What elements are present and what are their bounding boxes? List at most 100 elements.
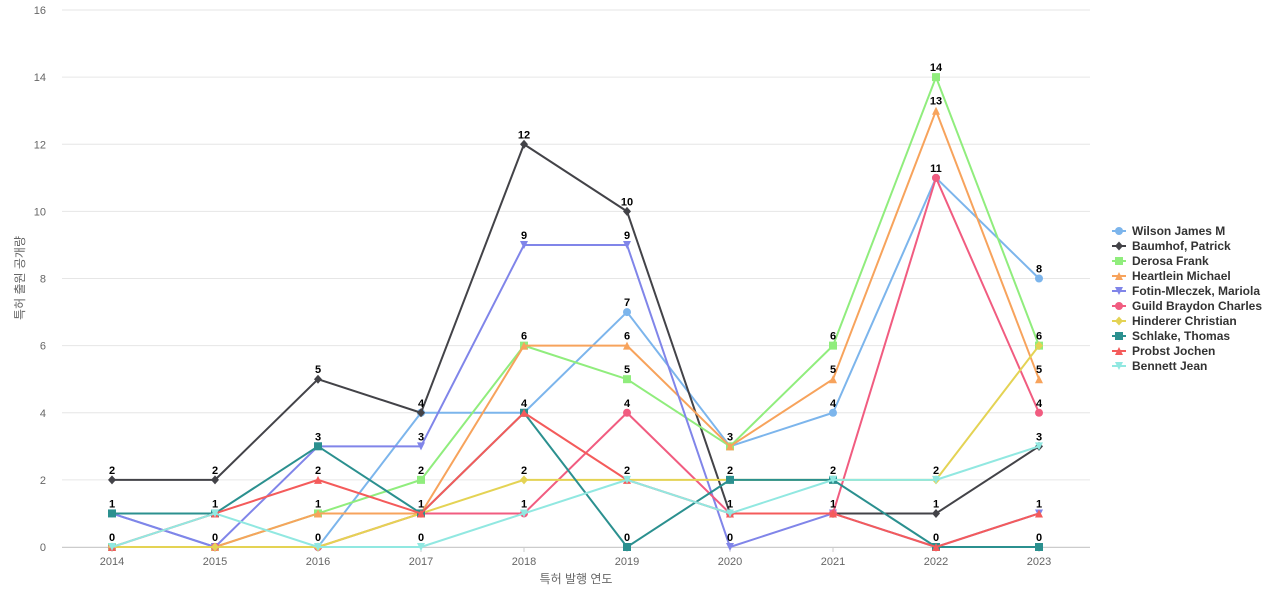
legend-item[interactable]: Guild Braydon Charles — [1112, 299, 1262, 313]
legend-item[interactable]: Fotin-Mleczek, Mariola — [1112, 284, 1260, 298]
series-line[interactable] — [111, 411, 1040, 548]
data-point[interactable] — [623, 543, 631, 551]
data-point[interactable] — [417, 543, 425, 551]
legend-item[interactable]: Heartlein Michael — [1112, 269, 1231, 283]
data-label: 6 — [830, 331, 836, 343]
data-label: 0 — [315, 532, 321, 544]
data-point[interactable] — [314, 475, 322, 484]
data-point[interactable] — [726, 543, 734, 551]
legend-item[interactable]: Wilson James M — [1112, 224, 1225, 238]
data-point[interactable] — [417, 442, 425, 451]
data-point[interactable] — [623, 240, 631, 249]
data-point[interactable] — [829, 375, 837, 384]
data-label: 2 — [830, 465, 836, 477]
series-heartlein-michael[interactable] — [108, 106, 1043, 551]
y-tick-label: 14 — [34, 72, 46, 84]
data-label: 1 — [933, 498, 939, 510]
legend-marker — [1115, 302, 1123, 310]
data-label: 14 — [930, 62, 943, 74]
data-point[interactable] — [623, 475, 631, 484]
data-point[interactable] — [314, 543, 322, 551]
series-probst-jochen[interactable] — [108, 408, 1043, 551]
data-point[interactable] — [1035, 341, 1043, 351]
legend-item[interactable]: Probst Jochen — [1112, 344, 1215, 358]
data-label: 0 — [727, 532, 733, 544]
data-label: 12 — [518, 129, 530, 141]
data-point[interactable] — [314, 374, 322, 384]
data-label: 0 — [109, 532, 115, 544]
data-point[interactable] — [417, 509, 425, 518]
data-point[interactable] — [623, 375, 631, 384]
data-point[interactable] — [623, 206, 631, 216]
legend-label: Baumhof, Patrick — [1132, 239, 1231, 253]
data-point[interactable] — [1035, 274, 1043, 283]
data-point[interactable] — [932, 73, 940, 82]
series-line[interactable] — [111, 143, 1040, 515]
data-point[interactable] — [520, 408, 528, 417]
data-label: 9 — [521, 230, 527, 242]
legend-marker — [1115, 332, 1123, 340]
legend-item[interactable]: Hinderer Christian — [1112, 314, 1237, 328]
data-point[interactable] — [1035, 375, 1043, 384]
legend-label: Heartlein Michael — [1132, 269, 1231, 283]
data-point[interactable] — [623, 408, 631, 417]
data-point[interactable] — [417, 475, 425, 484]
data-point[interactable] — [623, 308, 631, 317]
data-label: 13 — [930, 96, 942, 108]
y-tick-label: 16 — [34, 5, 46, 17]
data-point[interactable] — [932, 543, 940, 551]
data-point[interactable] — [1035, 509, 1043, 518]
legend-label: Schlake, Thomas — [1132, 329, 1230, 343]
legend-item[interactable]: Derosa Frank — [1112, 254, 1209, 268]
data-point[interactable] — [932, 173, 940, 182]
data-point[interactable] — [932, 106, 940, 115]
data-point[interactable] — [108, 543, 116, 551]
data-point[interactable] — [520, 509, 528, 518]
data-point[interactable] — [417, 408, 425, 418]
data-point[interactable] — [726, 475, 734, 484]
series-line[interactable] — [111, 445, 1040, 548]
data-point[interactable] — [829, 509, 837, 518]
data-point[interactable] — [520, 139, 528, 149]
data-point[interactable] — [211, 509, 219, 518]
data-point[interactable] — [932, 475, 940, 484]
data-label: 4 — [624, 398, 631, 410]
legend-item[interactable]: Baumhof, Patrick — [1112, 239, 1231, 253]
data-label: 3 — [727, 431, 733, 443]
data-label: 5 — [624, 364, 630, 376]
data-point[interactable] — [520, 341, 528, 350]
data-label: 1 — [727, 498, 733, 510]
legend-marker — [1115, 362, 1123, 370]
data-point[interactable] — [314, 442, 322, 451]
data-label: 3 — [418, 431, 424, 443]
data-point[interactable] — [1035, 408, 1043, 417]
data-point[interactable] — [211, 475, 219, 485]
data-label: 4 — [1036, 398, 1043, 410]
data-point[interactable] — [932, 508, 940, 518]
data-point[interactable] — [726, 442, 734, 451]
data-point[interactable] — [520, 240, 528, 249]
data-point[interactable] — [1035, 543, 1043, 551]
data-point[interactable] — [623, 341, 631, 350]
data-point[interactable] — [108, 475, 116, 485]
data-point[interactable] — [314, 509, 322, 518]
data-point[interactable] — [1035, 442, 1043, 451]
data-point[interactable] — [108, 509, 116, 518]
series-line[interactable] — [111, 411, 1040, 548]
legend-item[interactable]: Bennett Jean — [1112, 359, 1207, 373]
x-tick-label: 2023 — [1027, 556, 1051, 568]
data-point[interactable] — [211, 542, 219, 552]
data-point[interactable] — [726, 509, 734, 518]
data-point[interactable] — [829, 475, 837, 484]
data-point[interactable] — [829, 341, 837, 350]
legend-item[interactable]: Schlake, Thomas — [1112, 329, 1230, 343]
data-label: 2 — [418, 465, 424, 477]
series-bennett-jean[interactable] — [108, 442, 1043, 551]
series-line[interactable] — [111, 109, 1040, 548]
data-point[interactable] — [520, 475, 528, 485]
series-line[interactable] — [111, 76, 1040, 548]
data-point[interactable] — [829, 408, 837, 417]
